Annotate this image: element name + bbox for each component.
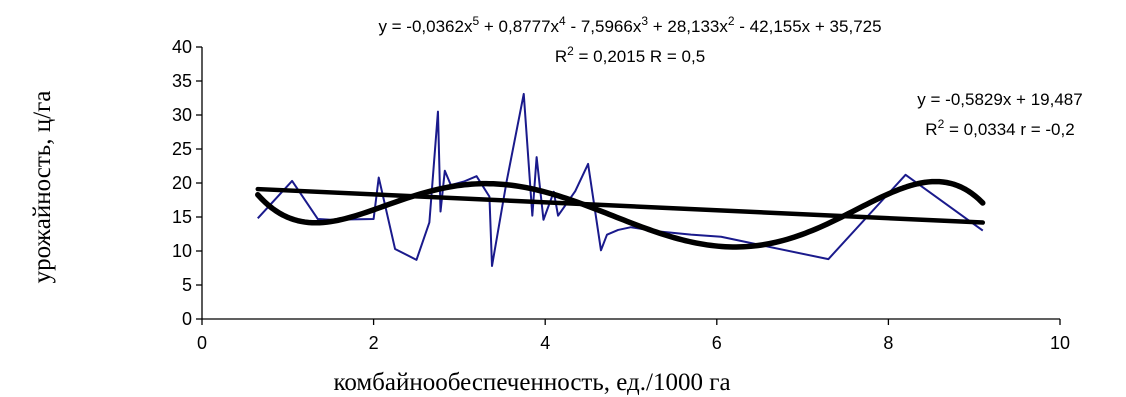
data-series-line (257, 92, 984, 267)
x-tick-label: 4 (540, 333, 550, 353)
linear-trendline (255, 186, 986, 225)
x-tick-label: 10 (1050, 333, 1070, 353)
y-ticks: 0 5 10 15 20 25 30 35 40 (172, 37, 202, 329)
x-tick-label: 0 (197, 333, 207, 353)
linear-equation: y = -0,5829x + 19,487 (917, 90, 1082, 109)
x-ticks: 0 2 4 6 8 10 (197, 319, 1070, 353)
y-tick-label: 5 (182, 275, 192, 295)
y-tick-label: 30 (172, 105, 192, 125)
polynomial-trendline (255, 178, 986, 250)
linear-r2: R2 = 0,0334 r = -0,2 (925, 117, 1074, 139)
x-tick-label: 6 (712, 333, 722, 353)
y-tick-label: 25 (172, 139, 192, 159)
x-axis-title: комбайнообеспеченность, ед./1000 га (333, 369, 730, 396)
y-axis-title: урожайность, ц/га (29, 91, 56, 284)
poly-r2: R2 = 0,2015 R = 0,5 (555, 44, 705, 66)
y-tick-label: 15 (172, 207, 192, 227)
poly-equation: y = -0,0362x5 + 0,8777x4 - 7,5966x3 + 28… (378, 14, 881, 36)
y-tick-label: 20 (172, 173, 192, 193)
y-tick-label: 35 (172, 71, 192, 91)
x-tick-label: 2 (369, 333, 379, 353)
y-tick-label: 40 (172, 37, 192, 57)
x-tick-label: 8 (883, 333, 893, 353)
y-tick-label: 10 (172, 241, 192, 261)
y-tick-label: 0 (182, 309, 192, 329)
